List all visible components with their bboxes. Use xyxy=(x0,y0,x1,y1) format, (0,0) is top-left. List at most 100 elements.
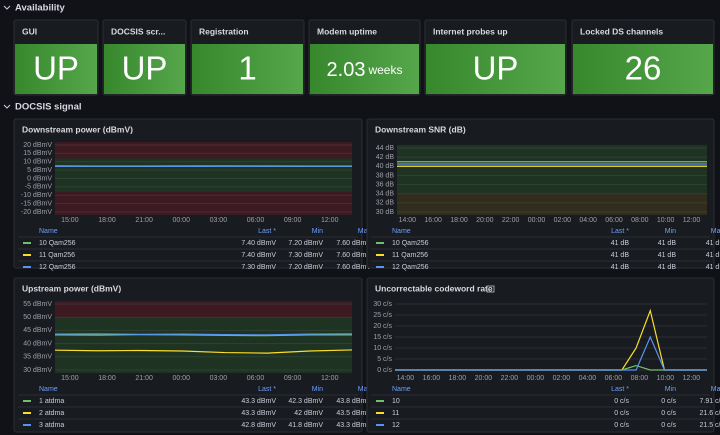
x-tick-label: 12:00 xyxy=(683,217,701,224)
x-tick-label: 00:00 xyxy=(528,217,546,224)
x-tick-label: 20:00 xyxy=(475,375,493,382)
legend-last: 7.40 dBmV xyxy=(241,240,276,247)
section-title[interactable]: DOCSIS signal xyxy=(15,102,82,113)
y-tick-label: 35 dBmV xyxy=(23,354,52,361)
band-red xyxy=(55,142,352,159)
x-tick-label: 21:00 xyxy=(135,375,153,382)
panel-title: Uncorrectable codeword rate xyxy=(375,283,493,293)
y-tick-label: 30 dBmV xyxy=(23,367,52,374)
stat-title: Locked DS channels xyxy=(580,26,663,36)
y-tick-label: -15 dBmV xyxy=(21,200,52,207)
legend-last: 7.30 dBmV xyxy=(241,264,276,271)
legend-max: 43.3 dBmV xyxy=(336,422,371,429)
x-tick-label: 22:00 xyxy=(501,375,519,382)
legend-header: Last * xyxy=(258,386,276,393)
stat-background xyxy=(104,44,185,94)
x-tick-label: 03:00 xyxy=(210,217,228,224)
stat-value: UP xyxy=(473,50,519,87)
collapse-icon[interactable] xyxy=(3,5,11,10)
stat-value: 1 xyxy=(238,50,256,87)
section-title[interactable]: Availability xyxy=(15,3,66,14)
x-tick-label: 18:00 xyxy=(450,217,468,224)
legend-min: 41 dB xyxy=(658,240,677,247)
stat-number: 2.03 xyxy=(327,59,366,81)
series-line xyxy=(54,349,353,354)
y-tick-label: 40 dB xyxy=(376,163,395,170)
legend-header: Min xyxy=(312,386,323,393)
legend-max: 7.91 c/s xyxy=(699,398,720,405)
y-tick-label: 34 dB xyxy=(376,191,395,198)
x-tick-label: 15:00 xyxy=(61,217,79,224)
collapse-icon[interactable] xyxy=(3,104,11,109)
panel-title: Downstream SNR (dB) xyxy=(375,124,466,134)
legend-name[interactable]: 12 Qam256 xyxy=(392,264,429,271)
legend-min: 41.8 dBmV xyxy=(288,422,323,429)
legend-max: 7.60 dBmV xyxy=(336,264,371,271)
legend-max: 7.60 dBmV xyxy=(336,240,371,247)
band-yellow xyxy=(397,194,707,215)
x-tick-label: 22:00 xyxy=(502,217,520,224)
legend-header: Max xyxy=(358,228,372,235)
y-tick-label: 38 dB xyxy=(376,172,395,179)
legend-name[interactable]: 10 Qam256 xyxy=(392,240,429,247)
panel xyxy=(13,277,363,433)
y-tick-label: -10 dBmV xyxy=(21,192,52,199)
legend-min: 7.30 dBmV xyxy=(288,252,323,259)
x-tick-label: 08:00 xyxy=(631,375,649,382)
legend-header: Max xyxy=(358,386,372,393)
legend-header: Min xyxy=(665,386,676,393)
legend-max: 41 dB xyxy=(706,240,720,247)
legend-header: Min xyxy=(665,228,676,235)
legend-name[interactable]: 12 xyxy=(392,422,400,429)
x-tick-label: 08:00 xyxy=(631,217,649,224)
y-tick-label: 55 dBmV xyxy=(23,301,52,308)
panel xyxy=(366,277,715,433)
legend-name[interactable]: 10 Qam256 xyxy=(39,240,76,247)
legend-header: Name xyxy=(392,386,411,393)
legend-last: 41 dB xyxy=(611,252,630,259)
info-icon[interactable] xyxy=(486,285,495,293)
y-tick-label: 5 c/s xyxy=(377,356,392,363)
x-tick-label: 10:00 xyxy=(657,217,675,224)
legend-last: 0 c/s xyxy=(614,422,629,429)
legend-min: 0 c/s xyxy=(661,398,676,405)
series-line xyxy=(395,335,707,371)
x-tick-label: 18:00 xyxy=(98,217,116,224)
legend-name[interactable]: 11 Qam256 xyxy=(392,252,428,259)
legend-name[interactable]: 1 atdma xyxy=(39,398,64,405)
x-tick-label: 18:00 xyxy=(98,375,116,382)
stat-background xyxy=(15,44,97,94)
y-tick-label: 50 dBmV xyxy=(23,314,52,321)
legend-header: Name xyxy=(392,228,411,235)
y-tick-label: 20 c/s xyxy=(373,323,392,330)
legend-name[interactable]: 10 xyxy=(392,398,400,405)
legend-name[interactable]: 11 Qam256 xyxy=(39,252,75,259)
stat-title: DOCSIS scr... xyxy=(111,26,165,36)
stat-background xyxy=(573,44,713,94)
legend-max: 41 dB xyxy=(706,264,720,271)
y-tick-label: 42 dB xyxy=(376,154,395,161)
legend-min: 0 c/s xyxy=(661,410,676,417)
y-tick-label: -5 dBmV xyxy=(25,184,53,191)
x-tick-label: 00:00 xyxy=(172,217,190,224)
legend-name[interactable]: 12 Qam256 xyxy=(39,264,76,271)
y-tick-label: 32 dB xyxy=(376,200,395,207)
stat-background xyxy=(192,44,303,94)
legend-name[interactable]: 11 xyxy=(392,410,399,417)
legend-name[interactable]: 3 atdma xyxy=(39,422,64,429)
x-tick-label: 03:00 xyxy=(210,375,228,382)
x-tick-label: 14:00 xyxy=(397,375,415,382)
legend-last: 43.3 dBmV xyxy=(241,410,276,417)
legend-min: 42 dBmV xyxy=(294,410,323,417)
panel xyxy=(13,118,363,269)
x-tick-label: 06:00 xyxy=(605,217,623,224)
legend-max: 21.5 c/s xyxy=(699,422,720,429)
legend-name[interactable]: 2 atdma xyxy=(39,410,64,417)
legend-header: Min xyxy=(312,228,323,235)
x-tick-label: 00:00 xyxy=(172,375,190,382)
y-tick-label: 10 c/s xyxy=(373,345,392,352)
legend-max: 41 dB xyxy=(706,252,720,259)
legend-min: 42.3 dBmV xyxy=(288,398,323,405)
series-line xyxy=(54,333,353,336)
